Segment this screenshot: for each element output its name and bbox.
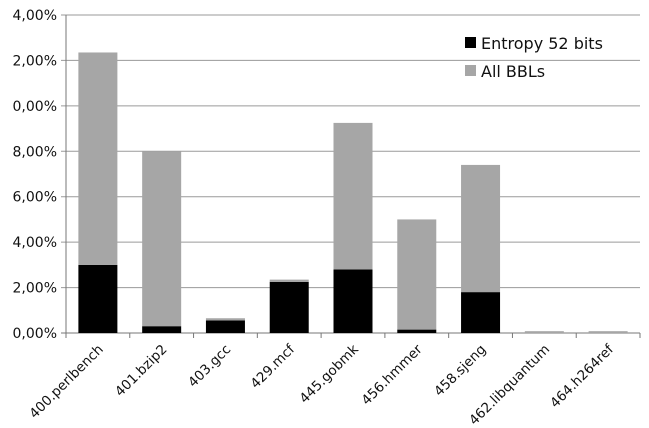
bar-segment-entropy-52-bits	[397, 329, 437, 333]
x-category-labels: 400.perlbench 401.bzip2 403.gcc 429.mcf445.…	[26, 341, 617, 428]
legend-swatch	[465, 37, 476, 48]
y-tick-label: 6,00%	[13, 190, 57, 206]
bar-segment-all-bbls	[333, 122, 373, 270]
bar-segment-entropy-52-bits	[333, 269, 373, 333]
bar-segment-all-bbls	[588, 331, 628, 333]
legend-label: All BBLs	[481, 62, 545, 81]
bar-segment-all-bbls	[524, 331, 564, 333]
y-tick-label: 2,00%	[13, 53, 57, 69]
bar-segment-entropy-52-bits	[78, 264, 118, 333]
axes	[65, 15, 641, 338]
x-category-label: 456.hmmer	[359, 341, 426, 408]
bar-segment-all-bbls	[461, 164, 501, 293]
bar-segment-entropy-52-bits	[269, 281, 309, 333]
y-tick-labels: 0,00% 2,00% 4,00% 6,00% 8,00% 0,00% 2,00% 4,00%	[13, 8, 57, 342]
x-category-label: 400.perlbench	[26, 342, 106, 422]
legend-label: Entropy 52 bits	[481, 34, 603, 53]
y-tick-label: 4,00%	[13, 8, 57, 24]
legend: Entropy 52 bits All BBLs	[465, 34, 603, 81]
bar-segment-all-bbls	[78, 52, 118, 265]
x-category-label: 445.gobmk	[296, 341, 361, 406]
bars	[78, 52, 628, 333]
y-tick-label: 4,00%	[13, 235, 57, 251]
x-category-label: 401.bzip2	[112, 342, 170, 400]
bar-segment-all-bbls	[142, 151, 182, 327]
bar-segment-all-bbls	[397, 219, 437, 330]
bar-segment-entropy-52-bits	[205, 320, 245, 333]
bar-segment-all-bbls	[205, 318, 245, 321]
y-tick-label: 8,00%	[13, 144, 57, 160]
y-tick-label: 0,00%	[13, 99, 57, 115]
bar-segment-entropy-52-bits	[461, 292, 501, 333]
x-category-label: 403.gcc	[185, 342, 234, 391]
legend-swatch	[465, 65, 476, 76]
x-category-label: 464.h264ref	[547, 341, 618, 412]
y-tick-label: 0,00%	[13, 326, 57, 342]
x-category-label: 429.mcf	[248, 341, 299, 392]
y-tick-label: 2,00%	[13, 281, 57, 297]
x-category-label: 458.sjeng	[431, 342, 489, 400]
bar-segment-entropy-52-bits	[142, 326, 182, 333]
bar-segment-all-bbls	[269, 279, 309, 282]
